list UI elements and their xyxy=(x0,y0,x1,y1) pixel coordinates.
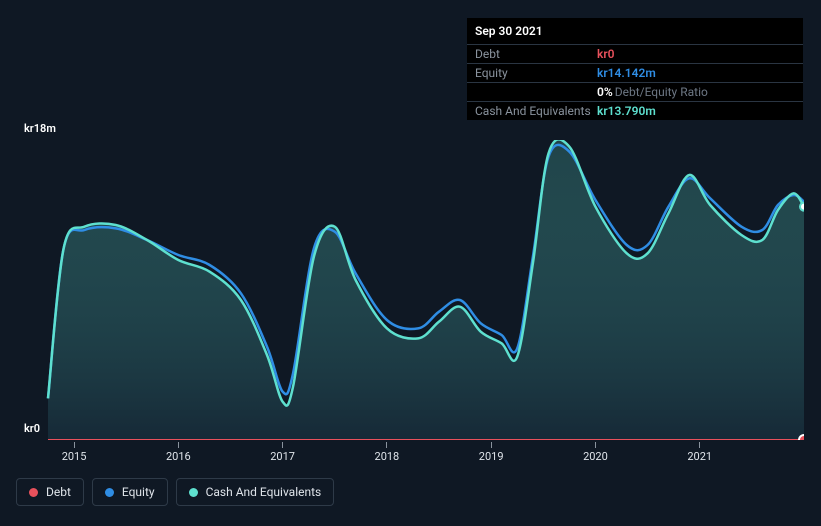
tooltip-value: kr13.790m xyxy=(597,104,656,118)
tick-mark xyxy=(491,442,492,448)
tooltip-date: Sep 30 2021 xyxy=(467,18,803,44)
x-tick-label: 2019 xyxy=(461,450,521,463)
tooltip-row: Equitykr14.142m xyxy=(467,63,803,82)
tick-mark xyxy=(386,442,387,448)
x-tick-label: 2016 xyxy=(148,450,208,463)
legend-item[interactable]: Equity xyxy=(92,478,168,506)
tick-mark xyxy=(74,442,75,448)
tick-mark xyxy=(699,442,700,448)
tooltip-label: Equity xyxy=(475,66,597,80)
legend-label: Equity xyxy=(122,485,155,499)
x-tick: 2015 xyxy=(44,442,104,463)
tick-mark xyxy=(178,442,179,448)
tooltip-label: Cash And Equivalents xyxy=(475,104,597,118)
tooltip-row: Cash And Equivalentskr13.790m xyxy=(467,101,803,120)
x-tick: 2020 xyxy=(565,442,625,463)
legend-dot-icon xyxy=(189,488,198,497)
tooltip-label: Debt xyxy=(475,47,597,61)
legend-item[interactable]: Debt xyxy=(16,478,84,506)
tick-mark xyxy=(282,442,283,448)
x-tick: 2016 xyxy=(148,442,208,463)
legend-label: Cash And Equivalents xyxy=(206,485,322,499)
tooltip-row: 0% Debt/Equity Ratio xyxy=(467,82,803,101)
tooltip-value: kr14.142m xyxy=(597,66,656,80)
x-tick-label: 2017 xyxy=(253,450,313,463)
legend-label: Debt xyxy=(46,485,71,499)
x-tick-label: 2020 xyxy=(565,450,625,463)
legend-dot-icon xyxy=(105,488,114,497)
x-tick: 2018 xyxy=(357,442,417,463)
x-tick: 2021 xyxy=(670,442,730,463)
tooltip-row: Debtkr0 xyxy=(467,44,803,63)
x-tick-label: 2021 xyxy=(670,450,730,463)
x-tick: 2019 xyxy=(461,442,521,463)
x-tick: 2017 xyxy=(253,442,313,463)
tooltip-extra: Debt/Equity Ratio xyxy=(615,85,708,99)
cash-area xyxy=(48,140,804,440)
tooltip-value: 0% xyxy=(597,85,613,99)
y-axis-max-label: kr18m xyxy=(24,122,56,135)
x-axis: 2015 2016 2017 2018 2019 2020 2021 xyxy=(16,442,804,472)
tick-mark xyxy=(595,442,596,448)
x-tick-label: 2015 xyxy=(44,450,104,463)
chart-svg xyxy=(16,140,804,440)
legend-dot-icon xyxy=(29,488,38,497)
x-tick-label: 2018 xyxy=(357,450,417,463)
tooltip-box: Sep 30 2021 Debtkr0Equitykr14.142m0% Deb… xyxy=(467,18,803,120)
chart-plot-area[interactable] xyxy=(16,140,804,440)
cash-end-marker xyxy=(800,203,804,211)
legend-item[interactable]: Cash And Equivalents xyxy=(176,478,335,506)
tooltip-value: kr0 xyxy=(597,47,615,61)
legend: Debt Equity Cash And Equivalents xyxy=(16,478,334,506)
